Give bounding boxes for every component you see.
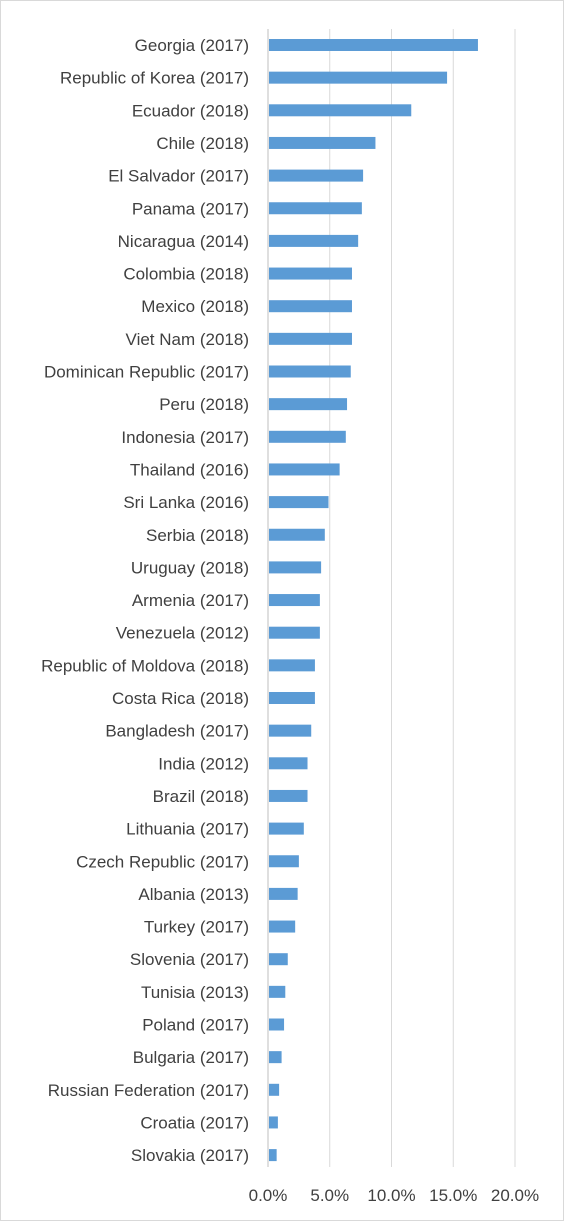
category-label: Viet Nam (2018) [126, 330, 249, 349]
category-label: Uruguay (2018) [131, 558, 249, 577]
bar [269, 365, 351, 378]
bar [269, 757, 308, 770]
category-label: Georgia (2017) [135, 36, 249, 55]
category-label: Thailand (2016) [130, 460, 249, 479]
gridlines [267, 29, 516, 1167]
bar [269, 659, 315, 672]
bar [269, 1149, 277, 1162]
category-labels: Georgia (2017) Republic of Korea (2017) Ec… [41, 36, 249, 1165]
category-label: Venezuela (2012) [116, 624, 249, 643]
x-tick-label: 5.0% [310, 1186, 349, 1205]
bar [269, 528, 325, 541]
category-label: Republic of Moldova (2018) [41, 656, 249, 675]
bar [269, 692, 315, 704]
bar [269, 430, 346, 443]
category-label: Croatia (2017) [140, 1113, 249, 1132]
x-tick-label: 0.0% [249, 1186, 288, 1205]
category-label: Russian Federation (2017) [48, 1081, 249, 1100]
category-label: Costa Rica (2018) [112, 689, 249, 708]
category-label: Sri Lanka (2016) [123, 493, 249, 512]
bar [269, 39, 478, 51]
category-label: Dominican Republic (2017) [44, 363, 249, 382]
bar [269, 953, 288, 966]
bar [269, 202, 362, 215]
bar [269, 234, 359, 247]
category-label: Indonesia (2017) [121, 428, 249, 447]
bar [269, 332, 352, 345]
category-label: Ecuador (2018) [132, 101, 249, 120]
category-label: India (2012) [158, 754, 249, 773]
category-label: Slovakia (2017) [131, 1146, 249, 1165]
category-label: El Salvador (2017) [108, 167, 249, 186]
bar [269, 594, 320, 607]
category-label: Lithuania (2017) [126, 820, 249, 839]
x-tick-label: 10.0% [367, 1186, 415, 1205]
category-label: Peru (2018) [159, 395, 249, 414]
bar [269, 626, 320, 639]
category-label: Bangladesh (2017) [105, 722, 249, 741]
category-label: Bulgaria (2017) [133, 1048, 249, 1067]
category-label: Panama (2017) [132, 199, 249, 218]
category-label: Turkey (2017) [144, 918, 249, 937]
category-label: Albania (2013) [138, 885, 249, 904]
category-label: Republic of Korea (2017) [60, 69, 249, 88]
bar [269, 267, 352, 280]
bar [269, 300, 352, 313]
bar [269, 822, 304, 835]
bars [269, 39, 478, 1162]
category-label: Colombia (2018) [123, 265, 249, 284]
category-label: Slovenia (2017) [130, 950, 249, 969]
bar [269, 561, 322, 574]
bar [269, 887, 298, 900]
bar [269, 985, 286, 998]
bar [269, 855, 299, 868]
bar [269, 496, 329, 509]
x-tick-label: 15.0% [429, 1186, 477, 1205]
bar [269, 169, 364, 182]
bar [269, 789, 308, 802]
bar [269, 920, 296, 933]
category-label: Armenia (2017) [132, 591, 249, 610]
category-label: Nicaragua (2014) [118, 232, 249, 251]
category-label: Brazil (2018) [153, 787, 249, 806]
x-tick-label: 20.0% [491, 1186, 539, 1205]
category-label: Chile (2018) [156, 134, 249, 153]
bar [269, 1083, 280, 1096]
bar [269, 398, 348, 411]
bar [269, 71, 448, 84]
bar [269, 724, 312, 737]
bar [269, 136, 376, 149]
bar [269, 1051, 282, 1064]
category-label: Mexico (2018) [141, 297, 249, 316]
bar [269, 1018, 285, 1031]
bar [269, 463, 340, 476]
bar [269, 104, 412, 117]
category-label: Serbia (2018) [146, 526, 249, 545]
category-label: Tunisia (2013) [141, 983, 249, 1002]
x-tick-labels: 0.0% 5.0% 10.0% 15.0% 20.0% [249, 1186, 539, 1205]
category-label: Poland (2017) [142, 1016, 249, 1035]
category-label: Czech Republic (2017) [76, 852, 249, 871]
bar [269, 1116, 278, 1129]
